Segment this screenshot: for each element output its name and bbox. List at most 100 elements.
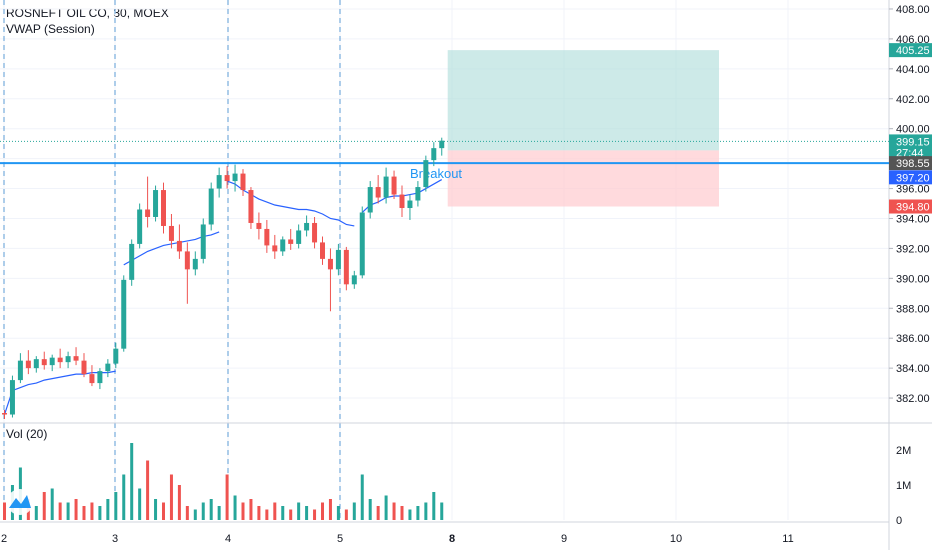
candle-body[interactable] bbox=[391, 176, 397, 195]
candle-body[interactable] bbox=[335, 249, 341, 270]
candle-body[interactable] bbox=[73, 356, 79, 361]
breakout-annotation: Breakout bbox=[410, 166, 462, 181]
candle-body[interactable] bbox=[256, 222, 262, 229]
candle-body[interactable] bbox=[208, 188, 214, 225]
candle-body[interactable] bbox=[240, 173, 246, 191]
candle-body[interactable] bbox=[304, 222, 310, 231]
time-tick-label: 5 bbox=[337, 533, 343, 545]
candle-body[interactable] bbox=[351, 275, 357, 285]
candle-body[interactable] bbox=[33, 359, 39, 369]
candle-body[interactable] bbox=[399, 194, 405, 209]
candle-body[interactable] bbox=[367, 187, 373, 213]
time-tick-label: 8 bbox=[449, 533, 455, 545]
candle-body[interactable] bbox=[224, 175, 230, 182]
price-tick-label: 404.00 bbox=[896, 64, 930, 76]
price-axis-badge bbox=[889, 43, 932, 58]
price-axis-badge-label: 399.15 bbox=[896, 136, 930, 148]
candle-body[interactable] bbox=[296, 230, 302, 244]
candle-body[interactable] bbox=[272, 245, 278, 252]
time-tick-label: 9 bbox=[561, 533, 567, 545]
volume-bar bbox=[106, 499, 110, 520]
volume-bar bbox=[74, 499, 78, 520]
candle-body[interactable] bbox=[280, 239, 286, 252]
volume-legend: Vol (20) bbox=[6, 427, 48, 441]
candle-body[interactable] bbox=[81, 360, 87, 375]
candle-body[interactable] bbox=[415, 187, 421, 201]
candle-body[interactable] bbox=[216, 175, 222, 189]
candle-body[interactable] bbox=[176, 240, 182, 252]
volume-bar bbox=[154, 499, 158, 520]
candle-body[interactable] bbox=[105, 363, 111, 372]
candle-body[interactable] bbox=[264, 228, 270, 246]
price-tick-label: 396.00 bbox=[896, 184, 930, 196]
volume-bar bbox=[321, 502, 324, 520]
candle-body[interactable] bbox=[65, 356, 71, 363]
volume-bar bbox=[368, 499, 372, 520]
candle-body[interactable] bbox=[89, 374, 95, 384]
candle-body[interactable] bbox=[161, 190, 166, 226]
volume-bar bbox=[289, 509, 293, 520]
candle-body[interactable] bbox=[375, 187, 381, 198]
volume-bar bbox=[344, 509, 348, 520]
candle-body[interactable] bbox=[2, 413, 7, 415]
volume-bar bbox=[193, 509, 197, 520]
candle-body[interactable] bbox=[232, 173, 238, 182]
candle-body[interactable] bbox=[97, 371, 103, 384]
volume-bar bbox=[273, 502, 277, 520]
price-axis-badge-label: 397.20 bbox=[896, 172, 930, 184]
stop-zone[interactable] bbox=[447, 150, 719, 207]
volume-bar bbox=[3, 502, 6, 520]
candle-body[interactable] bbox=[288, 239, 294, 244]
volume-bar bbox=[217, 506, 221, 520]
volume-bar bbox=[352, 502, 356, 520]
candle-body[interactable] bbox=[407, 200, 413, 209]
volume-bar bbox=[90, 502, 94, 520]
candle-body[interactable] bbox=[137, 209, 143, 244]
volume-bar bbox=[162, 502, 165, 520]
candle-body[interactable] bbox=[439, 140, 445, 149]
candle-body[interactable] bbox=[423, 160, 429, 188]
volume-bar bbox=[209, 499, 213, 520]
candle-body[interactable] bbox=[168, 225, 174, 241]
candle-body[interactable] bbox=[192, 258, 198, 270]
candle-body[interactable] bbox=[343, 249, 349, 285]
candle-body[interactable] bbox=[359, 212, 365, 276]
candle-body[interactable] bbox=[9, 380, 15, 415]
volume-bar bbox=[424, 502, 428, 520]
volume-bar bbox=[384, 495, 388, 520]
candle-body[interactable] bbox=[25, 360, 31, 369]
candle-body[interactable] bbox=[383, 176, 389, 198]
volume-bar bbox=[376, 506, 380, 520]
candle-body[interactable] bbox=[431, 148, 437, 161]
volume-bar bbox=[98, 506, 102, 520]
price-tick-label: 400.00 bbox=[896, 124, 930, 136]
price-axis-badge bbox=[889, 156, 932, 171]
candle-body[interactable] bbox=[57, 357, 63, 363]
price-axis-badge-label: 405.25 bbox=[896, 45, 930, 57]
candle-body[interactable] bbox=[113, 348, 119, 364]
candle-body[interactable] bbox=[327, 258, 333, 270]
candle-body[interactable] bbox=[121, 279, 127, 349]
volume-bar bbox=[432, 492, 436, 520]
candle-body[interactable] bbox=[312, 222, 318, 243]
volume-bar bbox=[360, 474, 364, 520]
candle-body[interactable] bbox=[49, 357, 55, 366]
candle-body[interactable] bbox=[320, 242, 325, 259]
volume-bar bbox=[281, 506, 285, 520]
volume-bar bbox=[408, 509, 412, 520]
candle-body[interactable] bbox=[129, 243, 135, 280]
candle-body[interactable] bbox=[153, 190, 159, 217]
candle-body[interactable] bbox=[17, 360, 23, 381]
candle-body[interactable] bbox=[184, 251, 190, 270]
candle-body[interactable] bbox=[200, 224, 206, 259]
target-zone[interactable] bbox=[447, 50, 719, 151]
price-tick-label: 390.00 bbox=[896, 273, 930, 285]
volume-bar bbox=[82, 506, 86, 520]
volume-bar bbox=[146, 460, 150, 520]
candle-body[interactable] bbox=[41, 359, 47, 366]
volume-bar bbox=[66, 502, 70, 520]
candle-body[interactable] bbox=[248, 190, 254, 223]
candle-body[interactable] bbox=[145, 209, 151, 217]
volume-bar bbox=[122, 474, 126, 520]
